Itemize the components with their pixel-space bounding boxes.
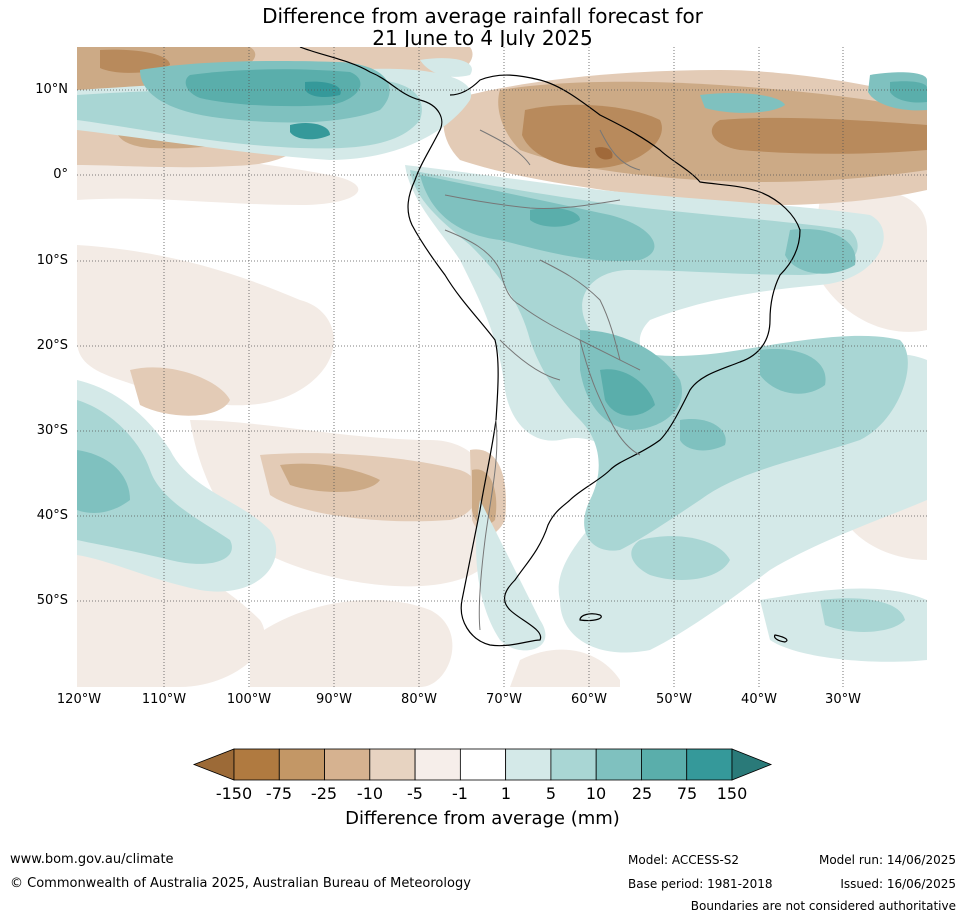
colorbar-segment [233, 748, 280, 781]
colorbar-tick: 10 [585, 784, 607, 803]
colorbar-segment [595, 748, 642, 781]
colorbar-segment [414, 748, 461, 781]
colorbar-tick: -150 [215, 784, 253, 803]
colorbar-tick: 5 [545, 784, 557, 803]
colorbar-tick: -5 [407, 784, 423, 803]
lon-label-90w: 90°W [316, 692, 352, 707]
lat-label-40s: 40°S [36, 508, 68, 523]
lat-label-10n: 10°N [35, 82, 68, 97]
map-title-line2: 21 June to 4 July 2025 [372, 26, 593, 50]
colorbar-segment [505, 748, 552, 781]
lon-label-40w: 40°W [741, 692, 777, 707]
lat-label-10s: 10°S [36, 253, 68, 268]
colorbar-segments [192, 748, 773, 781]
lat-label-0: 0° [53, 167, 68, 182]
lon-label-110w: 110°W [141, 692, 187, 707]
issued-text: Issued: 16/06/2025 [840, 877, 956, 891]
colorbar-segment [686, 748, 733, 781]
colorbar-segment [641, 748, 688, 781]
colorbar-title: Difference from average (mm) [345, 808, 620, 829]
colorbar-tick: 150 [716, 784, 748, 803]
lon-label-100w: 100°W [226, 692, 272, 707]
website-link[interactable]: www.bom.gov.au/climate [10, 852, 174, 867]
colorbar-tick: -25 [310, 784, 338, 803]
colorbar-segment [550, 748, 597, 781]
colorbar-arrow-low [192, 748, 235, 781]
disclaimer-text: Boundaries are not considered authoritat… [690, 899, 956, 913]
colorbar-segment [324, 748, 371, 781]
model-text: Model: ACCESS-S2 [628, 853, 740, 867]
colorbar-arrow-high [731, 748, 773, 781]
colorbar-segment [278, 748, 325, 781]
lon-label-30w: 30°W [825, 692, 861, 707]
lon-label-120w: 120°W [56, 692, 102, 707]
lon-label-70w: 70°W [486, 692, 522, 707]
lon-label-80w: 80°W [401, 692, 437, 707]
model-run-text: Model run: 14/06/2025 [818, 853, 956, 867]
lat-label-20s: 20°S [36, 338, 68, 353]
colorbar-tick: 1 [500, 784, 512, 803]
lat-label-30s: 30°S [36, 423, 68, 438]
colorbar-tick: -75 [265, 784, 293, 803]
base-period-text: Base period: 1981-2018 [628, 877, 773, 891]
map-title-line1: Difference from average rainfall forecas… [262, 4, 703, 28]
colorbar-tick: 25 [631, 784, 653, 803]
colorbar-segment [369, 748, 416, 781]
lat-label-50s: 50°S [36, 593, 68, 608]
lon-label-60w: 60°W [571, 692, 607, 707]
colorbar-segment [459, 748, 507, 781]
lon-label-50w: 50°W [656, 692, 692, 707]
colorbar-tick: -1 [452, 784, 468, 803]
colorbar-tick: 75 [676, 784, 698, 803]
copyright-text: © Commonwealth of Australia 2025, Austra… [10, 876, 471, 891]
colorbar-tick: -10 [356, 784, 384, 803]
